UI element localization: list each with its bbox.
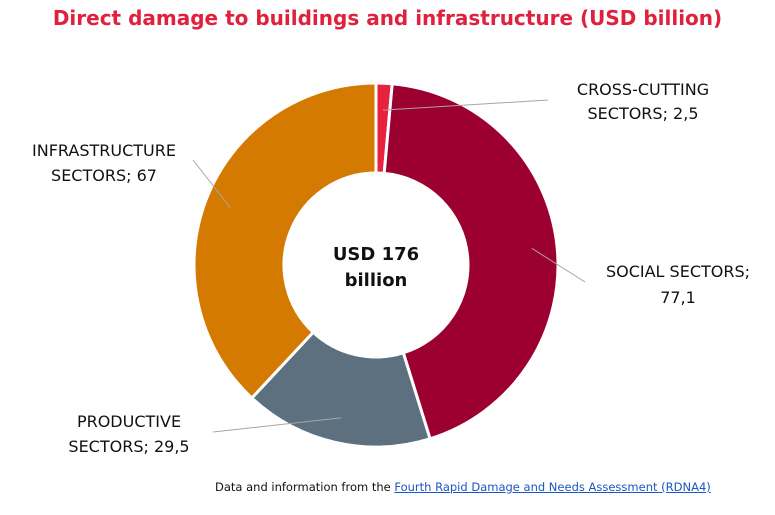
leader-lines-layer	[192, 99, 586, 433]
slice-label-2-line-2: SECTORS; 29,5	[68, 437, 189, 456]
source-link[interactable]: Fourth Rapid Damage and Needs Assessment…	[394, 480, 711, 494]
slice-3	[192, 81, 378, 401]
slice-label-0-line-1: CROSS-CUTTING	[577, 80, 709, 99]
slice-labels-layer: CROSS-CUTTING SECTORS; 2,5 SOCIAL SECTORS;…	[32, 80, 750, 456]
center-label-line-2: billion	[345, 270, 408, 291]
center-label-line-1: USD 176	[333, 244, 419, 265]
chart-title: Direct damage to buildings and infrastru…	[52, 6, 723, 30]
slice-label-1-line-2: 77,1	[660, 288, 696, 307]
slices-layer	[192, 81, 560, 449]
leader-line-3	[192, 159, 231, 208]
slice-label-3-line-2: SECTORS; 67	[51, 166, 157, 185]
slice-label-1-line-1: SOCIAL SECTORS;	[606, 262, 750, 281]
slice-2	[249, 330, 432, 449]
source-note: Data and information from the Fourth Rap…	[215, 480, 711, 494]
slice-label-0-line-2: SECTORS; 2,5	[588, 104, 699, 123]
leader-line-2	[212, 417, 342, 433]
slice-label-3-line-1: INFRASTRUCTURE	[32, 141, 176, 160]
slice-label-2-line-1: PRODUCTIVE	[77, 412, 181, 431]
slice-1	[382, 82, 560, 441]
leader-line-0	[382, 99, 549, 111]
source-prefix: Data and information from the	[215, 480, 395, 494]
leader-line-1	[531, 247, 586, 283]
